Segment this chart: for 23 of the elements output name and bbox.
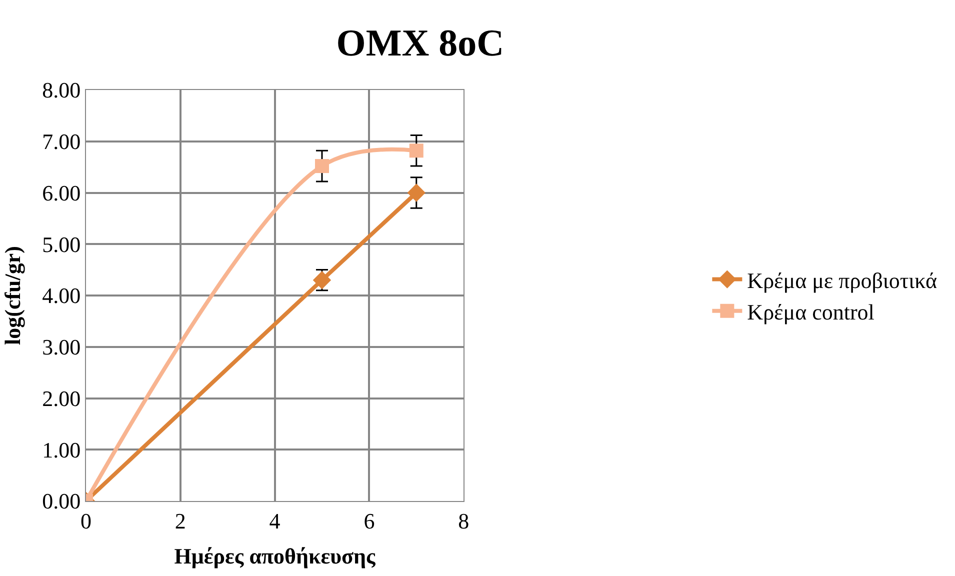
y-tick-label: 1.00	[42, 437, 81, 462]
point	[314, 159, 329, 174]
chart-title: OMX 8oC	[336, 22, 504, 64]
x-tick-label: 4	[269, 508, 280, 534]
y-axis-title: log(cfu/gr)	[0, 246, 25, 345]
x-tick-label: 0	[80, 508, 92, 534]
x-axis-title: Ημέρες αποθήκευσης	[174, 543, 376, 568]
point	[407, 184, 426, 202]
x-tick-label: 2	[174, 508, 186, 534]
y-tick-label: 5.00	[42, 232, 81, 257]
x-tick-label: 8	[458, 508, 470, 534]
x-tick-label: 6	[364, 508, 375, 534]
y-tick-label: 7.00	[42, 129, 81, 154]
y-tick-label: 6.00	[42, 180, 81, 206]
y-tick-label: 2.00	[42, 386, 81, 411]
legend-label: Κρέμα control	[747, 299, 874, 324]
y-tick-label: 0.00	[42, 488, 81, 514]
legend-label: Κρέμα με προβιοτικά	[747, 268, 938, 293]
y-tick-label: 8.00	[42, 78, 81, 103]
y-tick-label: 4.00	[42, 283, 81, 308]
y-tick-label: 3.00	[42, 334, 81, 360]
point	[409, 144, 424, 158]
point	[312, 270, 332, 290]
